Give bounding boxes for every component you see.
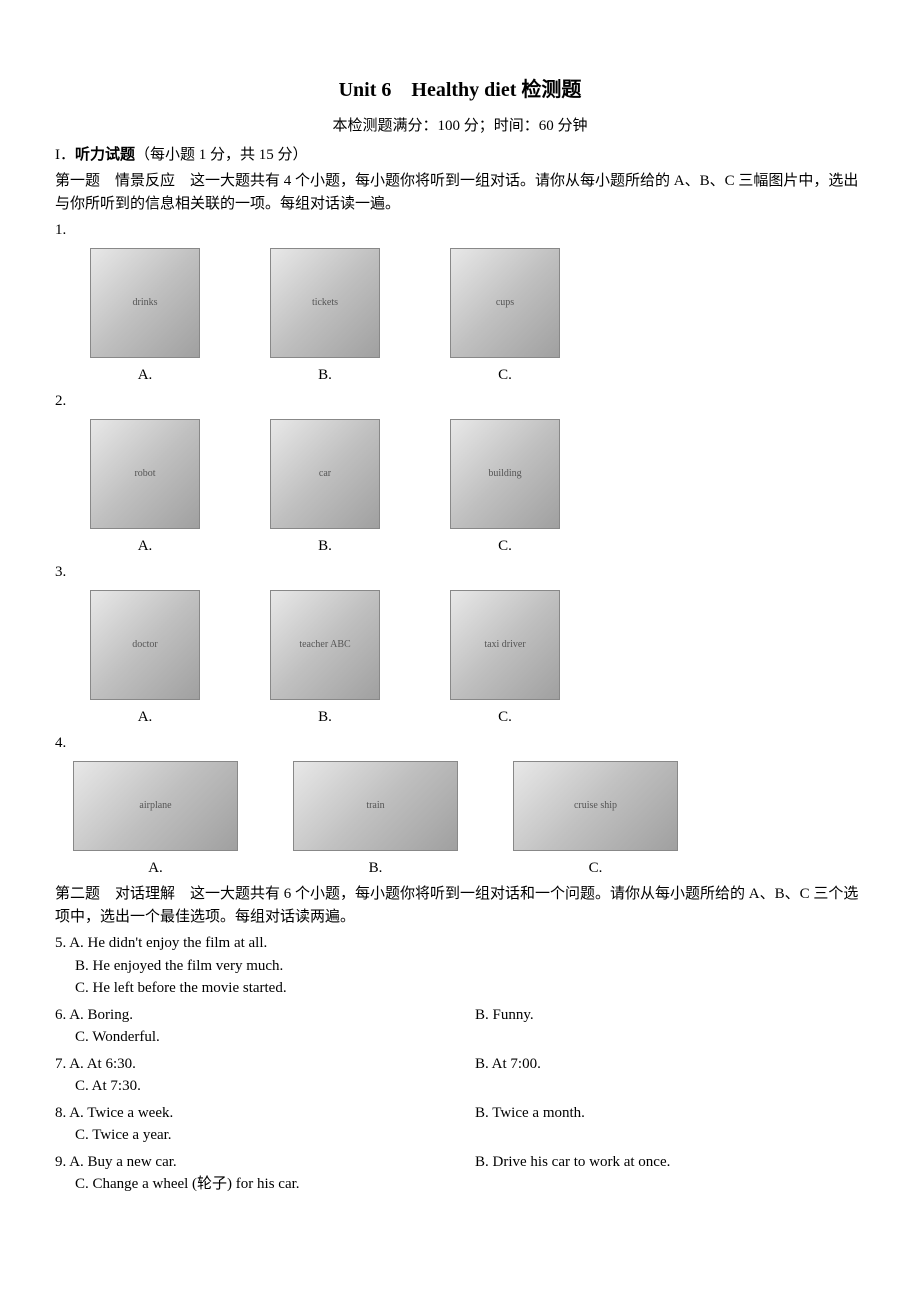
option-image: building bbox=[450, 419, 560, 529]
option-image: doctor bbox=[90, 590, 200, 700]
page-title: Unit 6 Healthy diet 检测题 bbox=[55, 75, 865, 105]
option-label: A. bbox=[138, 706, 153, 729]
question-block: 8. A. Twice a week. B. Twice a month. C.… bbox=[55, 1102, 865, 1147]
option-label: C. bbox=[589, 857, 603, 880]
option-label: C. bbox=[498, 535, 512, 558]
question-number: 3. bbox=[55, 561, 865, 584]
image-option: airplane A. bbox=[73, 761, 238, 880]
image-options-row: robot A. car B. building C. bbox=[55, 419, 865, 558]
image-option: cups C. bbox=[450, 248, 560, 387]
image-option: drinks A. bbox=[90, 248, 200, 387]
question-num-inline: 7. bbox=[55, 1056, 66, 1072]
option-label: B. bbox=[318, 364, 332, 387]
option-a: A. He didn't enjoy the film at all. bbox=[69, 935, 267, 951]
option-label: B. bbox=[318, 535, 332, 558]
option-a: A. At 6:30. bbox=[69, 1056, 136, 1072]
option-text: C. Wonderful. bbox=[55, 1026, 865, 1049]
section-1-header: I．听力试题（每小题 1 分，共 15 分） bbox=[55, 144, 865, 167]
question-number: 4. bbox=[55, 732, 865, 755]
option-image: train bbox=[293, 761, 458, 851]
option-text: B. At 7:00. bbox=[475, 1053, 865, 1076]
image-option: tickets B. bbox=[270, 248, 380, 387]
option-image: airplane bbox=[73, 761, 238, 851]
question-block: 5. A. He didn't enjoy the film at all. B… bbox=[55, 932, 865, 1000]
option-image: drinks bbox=[90, 248, 200, 358]
option-text: B. Twice a month. bbox=[475, 1102, 865, 1125]
part1-intro: 第一题 情景反应 这一大题共有 4 个小题，每小题你将听到一组对话。请你从每小题… bbox=[55, 170, 865, 215]
option-a: A. Twice a week. bbox=[69, 1105, 173, 1121]
image-options-row: drinks A. tickets B. cups C. bbox=[55, 248, 865, 387]
question-num-inline: 5. bbox=[55, 935, 66, 951]
option-text: 7. A. At 6:30. bbox=[55, 1053, 475, 1076]
question-block: 6. A. Boring. B. Funny. C. Wonderful. bbox=[55, 1004, 865, 1049]
option-image: teacher ABC bbox=[270, 590, 380, 700]
option-label: A. bbox=[138, 364, 153, 387]
option-text: C. He left before the movie started. bbox=[55, 977, 865, 1000]
option-label: C. bbox=[498, 364, 512, 387]
section-rest: （每小题 1 分，共 15 分） bbox=[135, 147, 308, 163]
option-text: 8. A. Twice a week. bbox=[55, 1102, 475, 1125]
image-options-row: doctor A. teacher ABC B. taxi driver C. bbox=[55, 590, 865, 729]
question-number: 1. bbox=[55, 219, 865, 242]
image-option: doctor A. bbox=[90, 590, 200, 729]
option-image: cups bbox=[450, 248, 560, 358]
section-bold: 听力试题 bbox=[75, 147, 135, 163]
option-text: 5. A. He didn't enjoy the film at all. bbox=[55, 932, 865, 955]
image-option: taxi driver C. bbox=[450, 590, 560, 729]
image-options-row: airplane A. train B. cruise ship C. bbox=[55, 761, 865, 880]
option-image: tickets bbox=[270, 248, 380, 358]
question-block: 9. A. Buy a new car. B. Drive his car to… bbox=[55, 1151, 865, 1196]
question-block: 7. A. At 6:30. B. At 7:00. C. At 7:30. bbox=[55, 1053, 865, 1098]
option-a: A. Buy a new car. bbox=[69, 1154, 176, 1170]
option-label: C. bbox=[498, 706, 512, 729]
image-option: cruise ship C. bbox=[513, 761, 678, 880]
option-image: taxi driver bbox=[450, 590, 560, 700]
option-label: B. bbox=[369, 857, 383, 880]
option-image: car bbox=[270, 419, 380, 529]
image-option: car B. bbox=[270, 419, 380, 558]
option-text: 6. A. Boring. bbox=[55, 1004, 475, 1027]
option-text: B. Funny. bbox=[475, 1004, 865, 1027]
option-text: B. Drive his car to work at once. bbox=[475, 1151, 865, 1174]
option-label: B. bbox=[318, 706, 332, 729]
image-option: building C. bbox=[450, 419, 560, 558]
option-label: A. bbox=[148, 857, 163, 880]
image-option: robot A. bbox=[90, 419, 200, 558]
option-text: C. Change a wheel (轮子) for his car. bbox=[55, 1173, 865, 1196]
option-text: C. Twice a year. bbox=[55, 1124, 865, 1147]
section-roman: I． bbox=[55, 147, 75, 163]
image-option: teacher ABC B. bbox=[270, 590, 380, 729]
question-num-inline: 6. bbox=[55, 1007, 66, 1023]
option-label: A. bbox=[138, 535, 153, 558]
score-time-subtitle: 本检测题满分：100 分；时间：60 分钟 bbox=[55, 115, 865, 138]
option-a: A. Boring. bbox=[69, 1007, 133, 1023]
question-num-inline: 9. bbox=[55, 1154, 66, 1170]
option-text: B. He enjoyed the film very much. bbox=[55, 955, 865, 978]
option-text: 9. A. Buy a new car. bbox=[55, 1151, 475, 1174]
part2-intro: 第二题 对话理解 这一大题共有 6 个小题，每小题你将听到一组对话和一个问题。请… bbox=[55, 883, 865, 928]
option-image: robot bbox=[90, 419, 200, 529]
question-num-inline: 8. bbox=[55, 1105, 66, 1121]
option-image: cruise ship bbox=[513, 761, 678, 851]
question-number: 2. bbox=[55, 390, 865, 413]
image-option: train B. bbox=[293, 761, 458, 880]
option-text: C. At 7:30. bbox=[55, 1075, 865, 1098]
